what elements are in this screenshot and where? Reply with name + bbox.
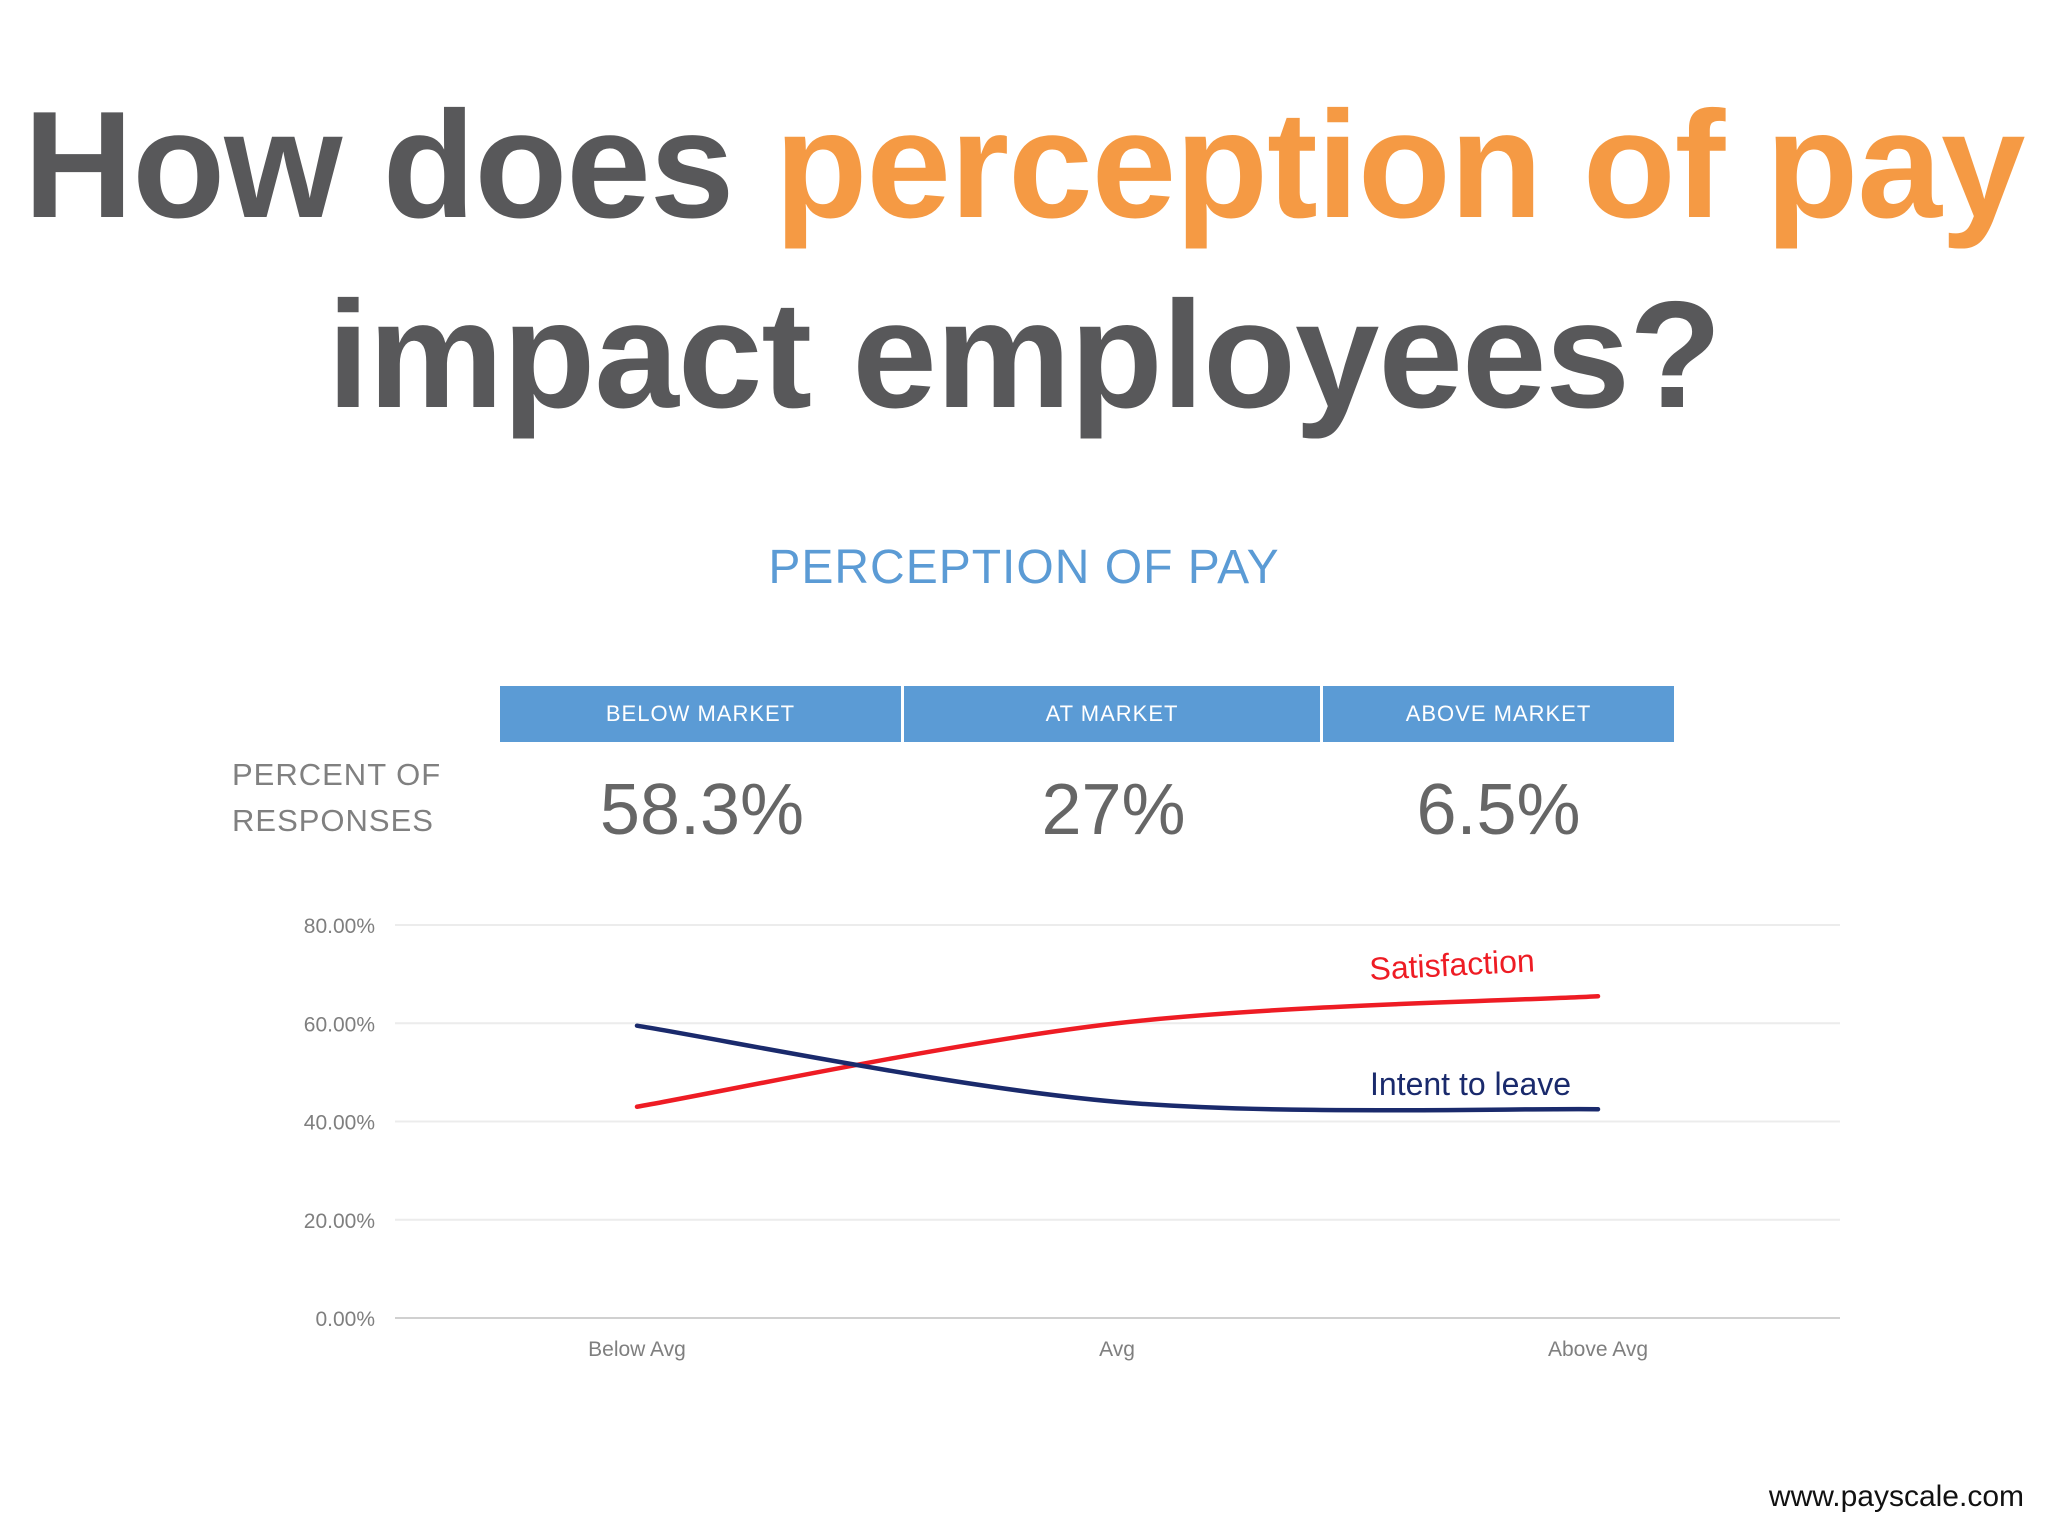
perception-header-band: BELOW MARKET AT MARKET ABOVE MARKET [500,686,1674,742]
series-line-intent-to-leave [634,1023,1601,1113]
percent-below-market: 58.3% [599,770,805,850]
series-label: Satisfaction [1368,942,1535,987]
series-label: Intent to leave [1370,1066,1571,1102]
x-tick-label: Avg [1099,1338,1135,1361]
percent-above-market: 6.5% [1416,770,1581,850]
y-tick-label: 80.00% [304,915,375,938]
y-tick-label: 60.00% [304,1013,375,1036]
series-line-satisfaction [634,993,1601,1110]
title-part-1: How does [23,80,775,250]
row-label-line-1: PERCENT OF [232,757,442,792]
header-above-market: ABOVE MARKET [1323,686,1674,742]
footer-url: www.payscale.com [1768,1480,2024,1513]
y-tick-label: 0.00% [315,1308,375,1331]
perception-table-title: PERCEPTION OF PAY [768,541,1280,594]
header-at-market: AT MARKET [904,686,1323,742]
percent-at-market: 27% [1041,770,1186,850]
slide-title-line-2: impact employees? [327,270,1722,440]
header-below-market: BELOW MARKET [500,686,904,742]
title-highlight: perception of pay [774,80,2026,250]
x-tick-label: Above Avg [1548,1338,1648,1361]
x-tick-label: Below Avg [588,1338,686,1361]
slide-title: How does perception of pay impact employ… [0,70,2048,450]
y-tick-label: 40.00% [304,1112,375,1135]
row-label-line-2: RESPONSES [232,803,434,838]
percent-row: 58.3% 27% 6.5% [500,760,1674,860]
row-label: PERCENT OF RESPONSES [232,752,452,844]
y-tick-label: 20.00% [304,1210,375,1233]
slide-title-line-1: How does perception of pay [0,70,2048,260]
